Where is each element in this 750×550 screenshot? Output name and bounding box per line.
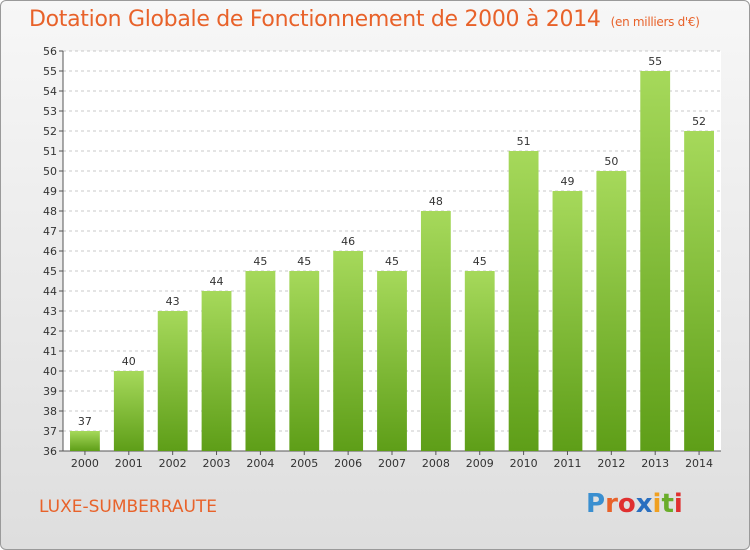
y-tick-label: 56 (43, 45, 57, 58)
y-tick-label: 41 (43, 345, 57, 358)
bar-value-label: 37 (78, 415, 92, 428)
x-tick-label: 2002 (159, 457, 187, 470)
x-tick-label: 2011 (553, 457, 581, 470)
y-tick-label: 48 (43, 205, 57, 218)
x-tick-label: 2007 (378, 457, 406, 470)
bar (596, 171, 627, 451)
y-tick-label: 46 (43, 245, 57, 258)
y-tick-label: 47 (43, 225, 57, 238)
y-tick-label: 42 (43, 325, 57, 338)
bar-value-label: 40 (122, 355, 136, 368)
x-tick-label: 2013 (641, 457, 669, 470)
x-tick-label: 2003 (203, 457, 231, 470)
bar-value-label: 46 (341, 235, 355, 248)
x-tick-label: 2006 (334, 457, 362, 470)
bar (245, 271, 276, 451)
y-tick-label: 53 (43, 105, 57, 118)
y-tick-label: 49 (43, 185, 57, 198)
bar-value-label: 48 (429, 195, 443, 208)
bar-value-label: 45 (253, 255, 267, 268)
x-tick-label: 2000 (71, 457, 99, 470)
bar-value-label: 45 (297, 255, 311, 268)
bar-value-label: 49 (560, 175, 574, 188)
bar-value-label: 43 (166, 295, 180, 308)
bar-value-label: 45 (385, 255, 399, 268)
bar (377, 271, 407, 451)
x-tick-label: 2009 (466, 457, 494, 470)
y-tick-label: 36 (43, 445, 57, 458)
bar-value-label: 44 (210, 275, 224, 288)
y-tick-label: 50 (43, 165, 57, 178)
bar (684, 131, 714, 451)
bar (464, 271, 495, 451)
bar (640, 71, 671, 451)
bar-value-label: 51 (517, 135, 531, 148)
x-tick-label: 2012 (597, 457, 625, 470)
x-tick-label: 2014 (685, 457, 713, 470)
bar (552, 191, 583, 451)
proxiti-logo: Proxiti (586, 489, 683, 519)
bar (157, 311, 188, 451)
x-tick-label: 2005 (290, 457, 318, 470)
y-tick-label: 39 (43, 385, 57, 398)
y-tick-label: 54 (43, 85, 57, 98)
y-tick-label: 40 (43, 365, 57, 378)
y-tick-label: 38 (43, 405, 57, 418)
bar-value-label: 45 (473, 255, 487, 268)
y-tick-label: 51 (43, 145, 57, 158)
x-tick-label: 2001 (115, 457, 143, 470)
y-tick-label: 55 (43, 65, 57, 78)
bar (508, 151, 539, 451)
bar (113, 371, 144, 451)
y-tick-label: 37 (43, 425, 57, 438)
chart-subtitle: (en milliers d'€) (610, 15, 700, 29)
bar-value-label: 52 (692, 115, 706, 128)
bar (201, 291, 232, 451)
y-tick-label: 44 (43, 285, 57, 298)
bar (289, 271, 320, 451)
bar (420, 211, 451, 451)
y-tick-label: 45 (43, 265, 57, 278)
x-tick-label: 2004 (246, 457, 274, 470)
y-tick-label: 52 (43, 125, 57, 138)
y-tick-label: 43 (43, 305, 57, 318)
bar (70, 431, 100, 451)
chart-title-text: Dotation Globale de Fonctionnement de 20… (29, 7, 601, 32)
x-tick-label: 2008 (422, 457, 450, 470)
bar-value-label: 50 (604, 155, 618, 168)
commune-name: LUXE-SUMBERRAUTE (39, 497, 218, 517)
x-tick-label: 2010 (510, 457, 538, 470)
bar-value-label: 55 (648, 55, 662, 68)
bar (333, 251, 364, 451)
chart-title: Dotation Globale de Fonctionnement de 20… (29, 7, 700, 32)
